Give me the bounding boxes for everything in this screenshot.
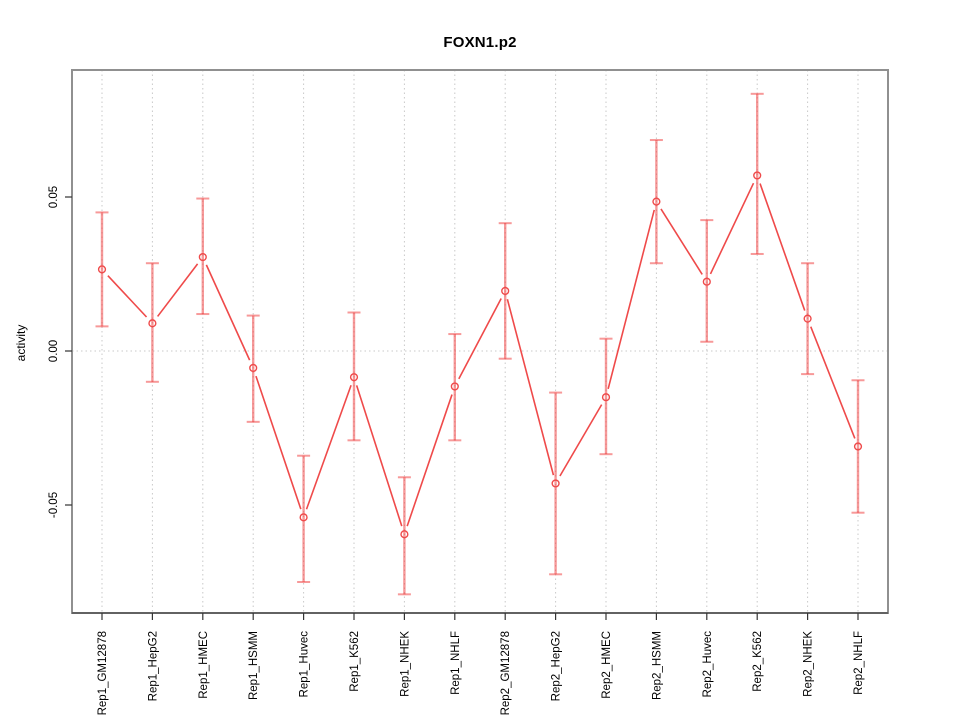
series-segment: [810, 326, 856, 439]
x-tick-label: Rep1_HepG2: [147, 631, 159, 701]
y-tick-label: 0.05: [48, 186, 60, 208]
x-tick-label: Rep2_NHEK: [803, 631, 815, 697]
series-segment: [759, 183, 806, 311]
series-segment: [506, 299, 555, 476]
data-point-marker: [803, 314, 812, 323]
data-point-marker: [400, 530, 409, 539]
series-segment: [205, 264, 251, 361]
y-tick-label: -0.05: [48, 492, 60, 518]
x-tick-label: Rep2_GM12878: [500, 631, 512, 715]
x-tick-label: Rep1_NHLF: [450, 631, 462, 695]
x-tick-label: Rep1_GM12878: [97, 631, 109, 715]
data-point-marker: [501, 286, 510, 296]
y-tick-label: 0.00: [48, 340, 60, 362]
series-segment: [709, 182, 755, 275]
series-segment: [156, 263, 199, 317]
data-point-marker: [450, 382, 459, 391]
data-point-marker: [853, 442, 863, 451]
series-segment: [660, 208, 703, 275]
x-tick-label: Rep2_Huvec: [702, 631, 714, 698]
series-segment: [107, 275, 148, 318]
series-segment: [458, 298, 502, 380]
data-point-marker: [198, 252, 207, 262]
data-point-marker: [148, 319, 157, 328]
x-tick-label: Rep1_HMEC: [198, 631, 210, 699]
chart-title: FOXN1.p2: [443, 34, 517, 51]
series-segment: [255, 375, 302, 510]
data-point-marker: [652, 197, 661, 206]
x-tick-label: Rep1_Huvec: [299, 631, 311, 698]
x-tick-label: Rep2_HepG2: [551, 631, 563, 701]
x-tick-label: Rep2_K562: [752, 631, 764, 692]
x-tick-label: Rep1_K562: [349, 631, 361, 692]
plot-box: [71, 69, 889, 614]
series-segment: [559, 404, 603, 477]
data-point-marker: [97, 265, 107, 274]
data-point-marker: [249, 363, 258, 373]
x-tick-label: Rep1_NHEK: [399, 631, 411, 697]
data-point-marker: [349, 373, 359, 382]
series-segment: [607, 209, 656, 390]
x-tick-label: Rep1_HSMM: [248, 631, 260, 700]
x-tick-label: Rep2_NHLF: [853, 631, 865, 695]
data-point-marker: [551, 479, 560, 488]
series-segment: [406, 394, 453, 527]
series-segment: [355, 385, 403, 527]
data-point-marker: [299, 513, 308, 522]
data-point-marker: [753, 171, 762, 180]
data-point-marker: [702, 277, 711, 286]
x-tick-label: Rep2_HMEC: [601, 631, 613, 699]
x-tick-label: Rep2_HSMM: [651, 631, 663, 700]
data-point-marker: [601, 393, 611, 402]
series-segment: [305, 385, 352, 510]
